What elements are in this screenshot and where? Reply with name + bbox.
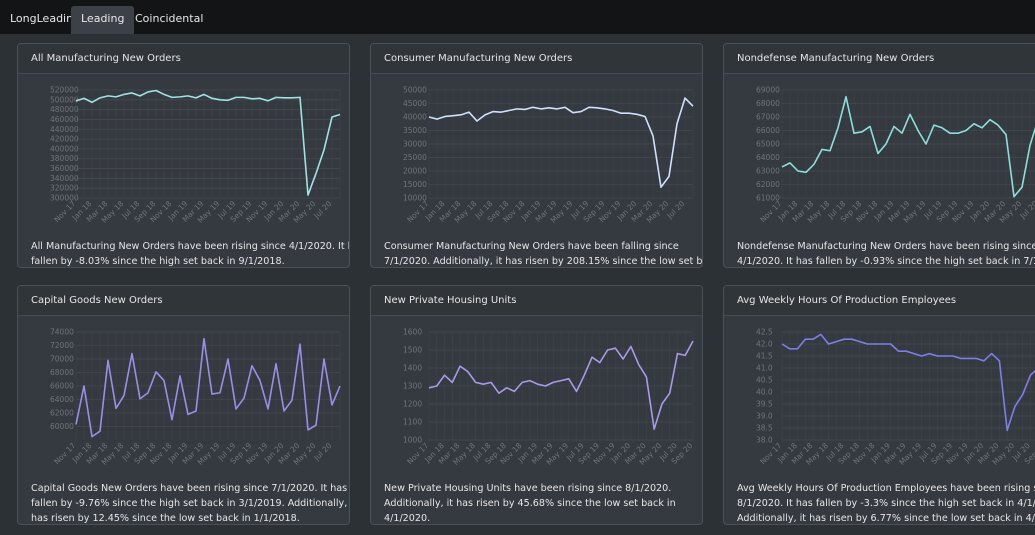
data-line	[75, 89, 341, 196]
chart-caption: Avg Weekly Hours Of Production Employees…	[737, 483, 1035, 524]
chart-card: All Manufacturing New Orders 300000 320000…	[17, 43, 350, 268]
chart-caption: New Private Housing Units have been risi…	[384, 483, 676, 524]
card-title: Capital Goods New Orders	[18, 286, 349, 316]
y-tick-label: 69000	[756, 86, 780, 95]
card-title: Avg Weekly Hours Of Production Employees	[724, 286, 1035, 316]
chart: 10000 15000 20000 25000 30000 35000 40000 45000…	[403, 86, 694, 225]
tab[interactable]: Coincidental	[135, 12, 204, 25]
y-tick-label: 1500	[403, 346, 422, 355]
y-tick-label: 1600	[403, 328, 422, 337]
chart: 3000003200003400003600003800004000004200…	[50, 86, 341, 225]
card-title: All Manufacturing New Orders	[18, 44, 349, 74]
y-tick-label: 340000	[50, 174, 79, 183]
data-line	[75, 337, 341, 438]
y-tick-label: 20000	[403, 167, 427, 176]
y-tick-label: 1300	[403, 382, 422, 391]
data-line	[781, 95, 1035, 198]
card-title: New Private Housing Units	[371, 286, 702, 316]
chart-card: Capital Goods New Orders 60000 62000 64000 6…	[17, 285, 350, 525]
y-tick-label: 40.0	[756, 388, 773, 397]
card-title: Nondefense Manufacturing New Orders	[724, 44, 1035, 74]
y-tick-label: 440000	[50, 125, 79, 134]
y-tick-label: 480000	[50, 105, 79, 114]
chart-card: New Private Housing Units 1000 1100 1200 130…	[370, 285, 703, 525]
y-tick-label: 520000	[50, 86, 79, 95]
y-tick-label: 45000	[403, 99, 427, 108]
chart-caption: All Manufacturing New Orders have been r…	[31, 241, 350, 267]
y-tick-label: 40.5	[756, 376, 773, 385]
y-tick-label: 420000	[50, 135, 79, 144]
y-tick-label: 40000	[403, 113, 427, 122]
y-tick-label: 360000	[50, 164, 79, 173]
y-tick-label: 460000	[50, 115, 79, 124]
y-tick-label: 300000	[50, 194, 79, 203]
chart-caption: Capital Goods New Orders have been risin…	[31, 483, 350, 524]
y-tick-label: 50000	[403, 86, 427, 95]
y-tick-label: 35000	[403, 126, 427, 135]
tab[interactable]: LongLeading	[10, 12, 81, 25]
chart-caption: Consumer Manufacturing New Orders have b…	[384, 241, 703, 267]
y-tick-label: 61000	[756, 194, 780, 203]
y-tick-label: 30000	[403, 140, 427, 149]
y-tick-label: 1100	[403, 418, 422, 427]
chart-caption: Nondefense Manufacturing New Orders have…	[737, 241, 1035, 267]
y-tick-label: 38.0	[756, 436, 773, 445]
y-tick-label: 63000	[756, 167, 780, 176]
y-tick-label: 64000	[756, 153, 780, 162]
y-tick-label: 10000	[403, 194, 427, 203]
y-tick-label: 15000	[403, 180, 427, 189]
y-tick-label: 39.5	[756, 400, 773, 409]
y-tick-label: 70000	[50, 355, 74, 364]
y-tick-label: 1200	[403, 400, 422, 409]
y-tick-label: 62000	[756, 180, 780, 189]
y-tick-label: 62000	[50, 409, 74, 418]
card-title: Consumer Manufacturing New Orders	[371, 44, 702, 74]
data-line	[428, 340, 694, 430]
y-tick-label: 380000	[50, 154, 79, 163]
chart: 61000 62000 63000 64000 65000 66000 67000 68000…	[756, 86, 1035, 225]
data-line	[428, 97, 694, 188]
y-tick-label: 1000	[403, 436, 422, 445]
y-tick-label: 67000	[756, 113, 780, 122]
data-line	[781, 333, 1035, 432]
y-tick-label: 66000	[50, 382, 74, 391]
chart: 60000 62000 64000 66000 68000 70000 72000 74000…	[50, 328, 341, 467]
chart: 38.0 38.5 39.0 39.5 40.0 40.5 41.0 41.5 42.0 42.5…	[756, 328, 1035, 467]
y-tick-label: 42.0	[756, 340, 773, 349]
y-tick-label: 64000	[50, 395, 74, 404]
x-tick-label: Jul 20	[665, 199, 687, 221]
y-tick-label: 39.0	[756, 412, 773, 421]
y-tick-label: 72000	[50, 341, 74, 350]
y-tick-label: 25000	[403, 153, 427, 162]
tab-active[interactable]: Leading	[71, 6, 135, 34]
y-tick-label: 1400	[403, 364, 422, 373]
x-tick-label: Jul 20	[312, 199, 334, 221]
y-tick-label: 320000	[50, 184, 79, 193]
y-tick-label: 500000	[50, 95, 79, 104]
y-tick-label: 38.5	[756, 424, 773, 433]
y-tick-label: 66000	[756, 126, 780, 135]
tab-bar: LongLeading Leading Coincidental	[0, 0, 1035, 34]
chart-card: Nondefense Manufacturing New Orders 61000…	[723, 43, 1035, 268]
chart-card: Avg Weekly Hours Of Production Employees…	[723, 285, 1035, 525]
y-tick-label: 41.0	[756, 364, 773, 373]
y-tick-label: 68000	[756, 99, 780, 108]
y-tick-label: 65000	[756, 140, 780, 149]
x-tick-label: Jul 20	[312, 441, 334, 463]
y-tick-label: 400000	[50, 144, 79, 153]
y-tick-label: 60000	[50, 422, 74, 431]
chart-card: Consumer Manufacturing New Orders 10000 15…	[370, 43, 703, 268]
y-tick-label: 41.5	[756, 352, 773, 361]
y-tick-label: 42.5	[756, 328, 773, 337]
y-tick-label: 68000	[50, 368, 74, 377]
y-tick-label: 74000	[50, 328, 74, 337]
